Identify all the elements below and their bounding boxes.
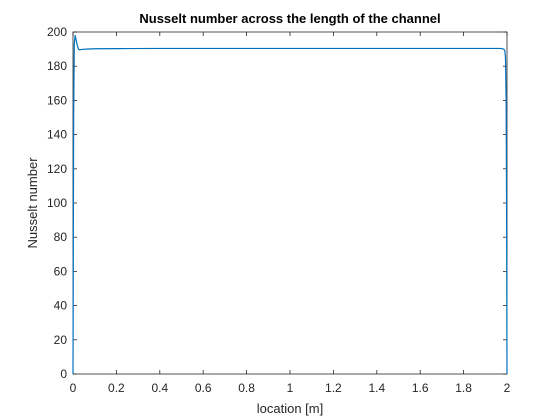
chart-title: Nusselt number across the length of the … bbox=[139, 11, 440, 26]
plot-area bbox=[72, 31, 508, 375]
y-axis-label: Nusselt number bbox=[25, 157, 40, 249]
x-tick-label: 1.2 bbox=[325, 381, 342, 395]
y-tick-label: 60 bbox=[54, 264, 68, 278]
x-tick-label: 0.6 bbox=[195, 381, 212, 395]
x-tick-label: 0.4 bbox=[151, 381, 168, 395]
y-tick-label: 80 bbox=[54, 230, 68, 244]
series-line bbox=[72, 34, 508, 375]
y-tick-label: 100 bbox=[47, 196, 67, 210]
x-tick-label: 1.8 bbox=[455, 381, 472, 395]
y-tick-label: 200 bbox=[47, 25, 67, 39]
y-tick-label: 20 bbox=[54, 333, 68, 347]
x-tick-label: 0.2 bbox=[108, 381, 125, 395]
x-tick-label: 1 bbox=[287, 381, 294, 395]
x-tick-label: 1.6 bbox=[412, 381, 429, 395]
x-tick-label: 2 bbox=[504, 381, 511, 395]
y-tick-label: 160 bbox=[47, 93, 67, 107]
x-tick-label: 1.4 bbox=[368, 381, 385, 395]
x-tick-label: 0.8 bbox=[238, 381, 255, 395]
y-tick-label: 40 bbox=[54, 299, 68, 313]
y-tick-label: 140 bbox=[47, 128, 67, 142]
series-layer bbox=[72, 34, 508, 375]
axis-ticks: 0 0.2 0.4 0.6 0.8 1 1.2 1.4 1.6 1.8 20204060801001… bbox=[47, 25, 511, 395]
y-tick-label: 0 bbox=[60, 367, 67, 381]
y-tick-label: 180 bbox=[47, 59, 67, 73]
y-tick-label: 120 bbox=[47, 162, 67, 176]
x-tick-label: 0 bbox=[70, 381, 77, 395]
x-axis-label: location [m] bbox=[257, 401, 323, 416]
